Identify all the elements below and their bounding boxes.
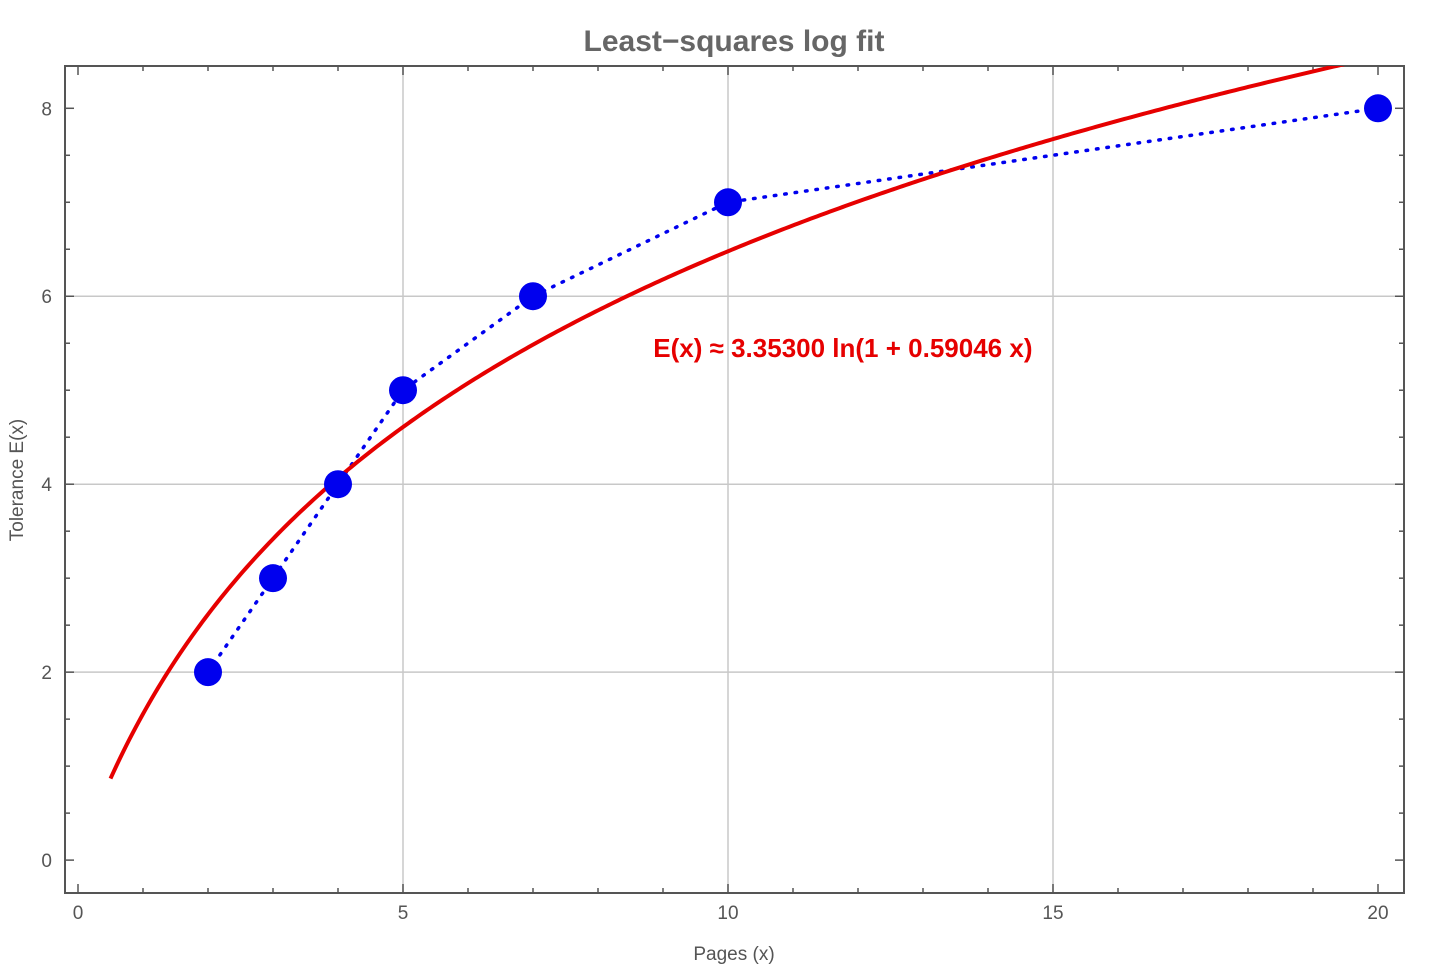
y-tick-label: 6 [41, 287, 52, 308]
x-tick-label: 15 [1042, 903, 1063, 924]
y-tick-label: 0 [41, 851, 52, 872]
chart-title: Least−squares log fit [584, 25, 885, 58]
tick-marks [65, 66, 1404, 893]
data-point [519, 282, 547, 311]
y-tick-label: 2 [41, 663, 52, 684]
fit-equation-annotation: E(x) ≈ 3.35300 ln(1 + 0.59046 x) [653, 333, 1032, 363]
x-tick-label: 20 [1367, 903, 1388, 924]
plot-frame [64, 65, 1405, 894]
data-point [714, 188, 742, 217]
fit-curve-line [108, 66, 1346, 780]
y-axis-label: Tolerance E(x) [7, 419, 28, 542]
points-layer [194, 94, 1392, 687]
x-tick-label: 5 [398, 903, 409, 924]
series-layer [108, 66, 1380, 780]
y-tick-label: 4 [41, 475, 52, 496]
plot-area [108, 66, 1392, 780]
data-point [1364, 94, 1392, 123]
data-point [389, 376, 417, 405]
data-point [324, 470, 352, 499]
data-connector-line [206, 106, 1380, 674]
x-tick-label: 10 [717, 903, 738, 924]
data-point [194, 658, 222, 687]
x-tick-label: 0 [73, 903, 84, 924]
x-axis-label: Pages (x) [693, 944, 774, 965]
y-tick-label: 8 [41, 99, 52, 120]
data-point [259, 564, 287, 593]
tick-labels: 0 5 10 15 20 0 2 4 6 8 [41, 99, 1388, 924]
